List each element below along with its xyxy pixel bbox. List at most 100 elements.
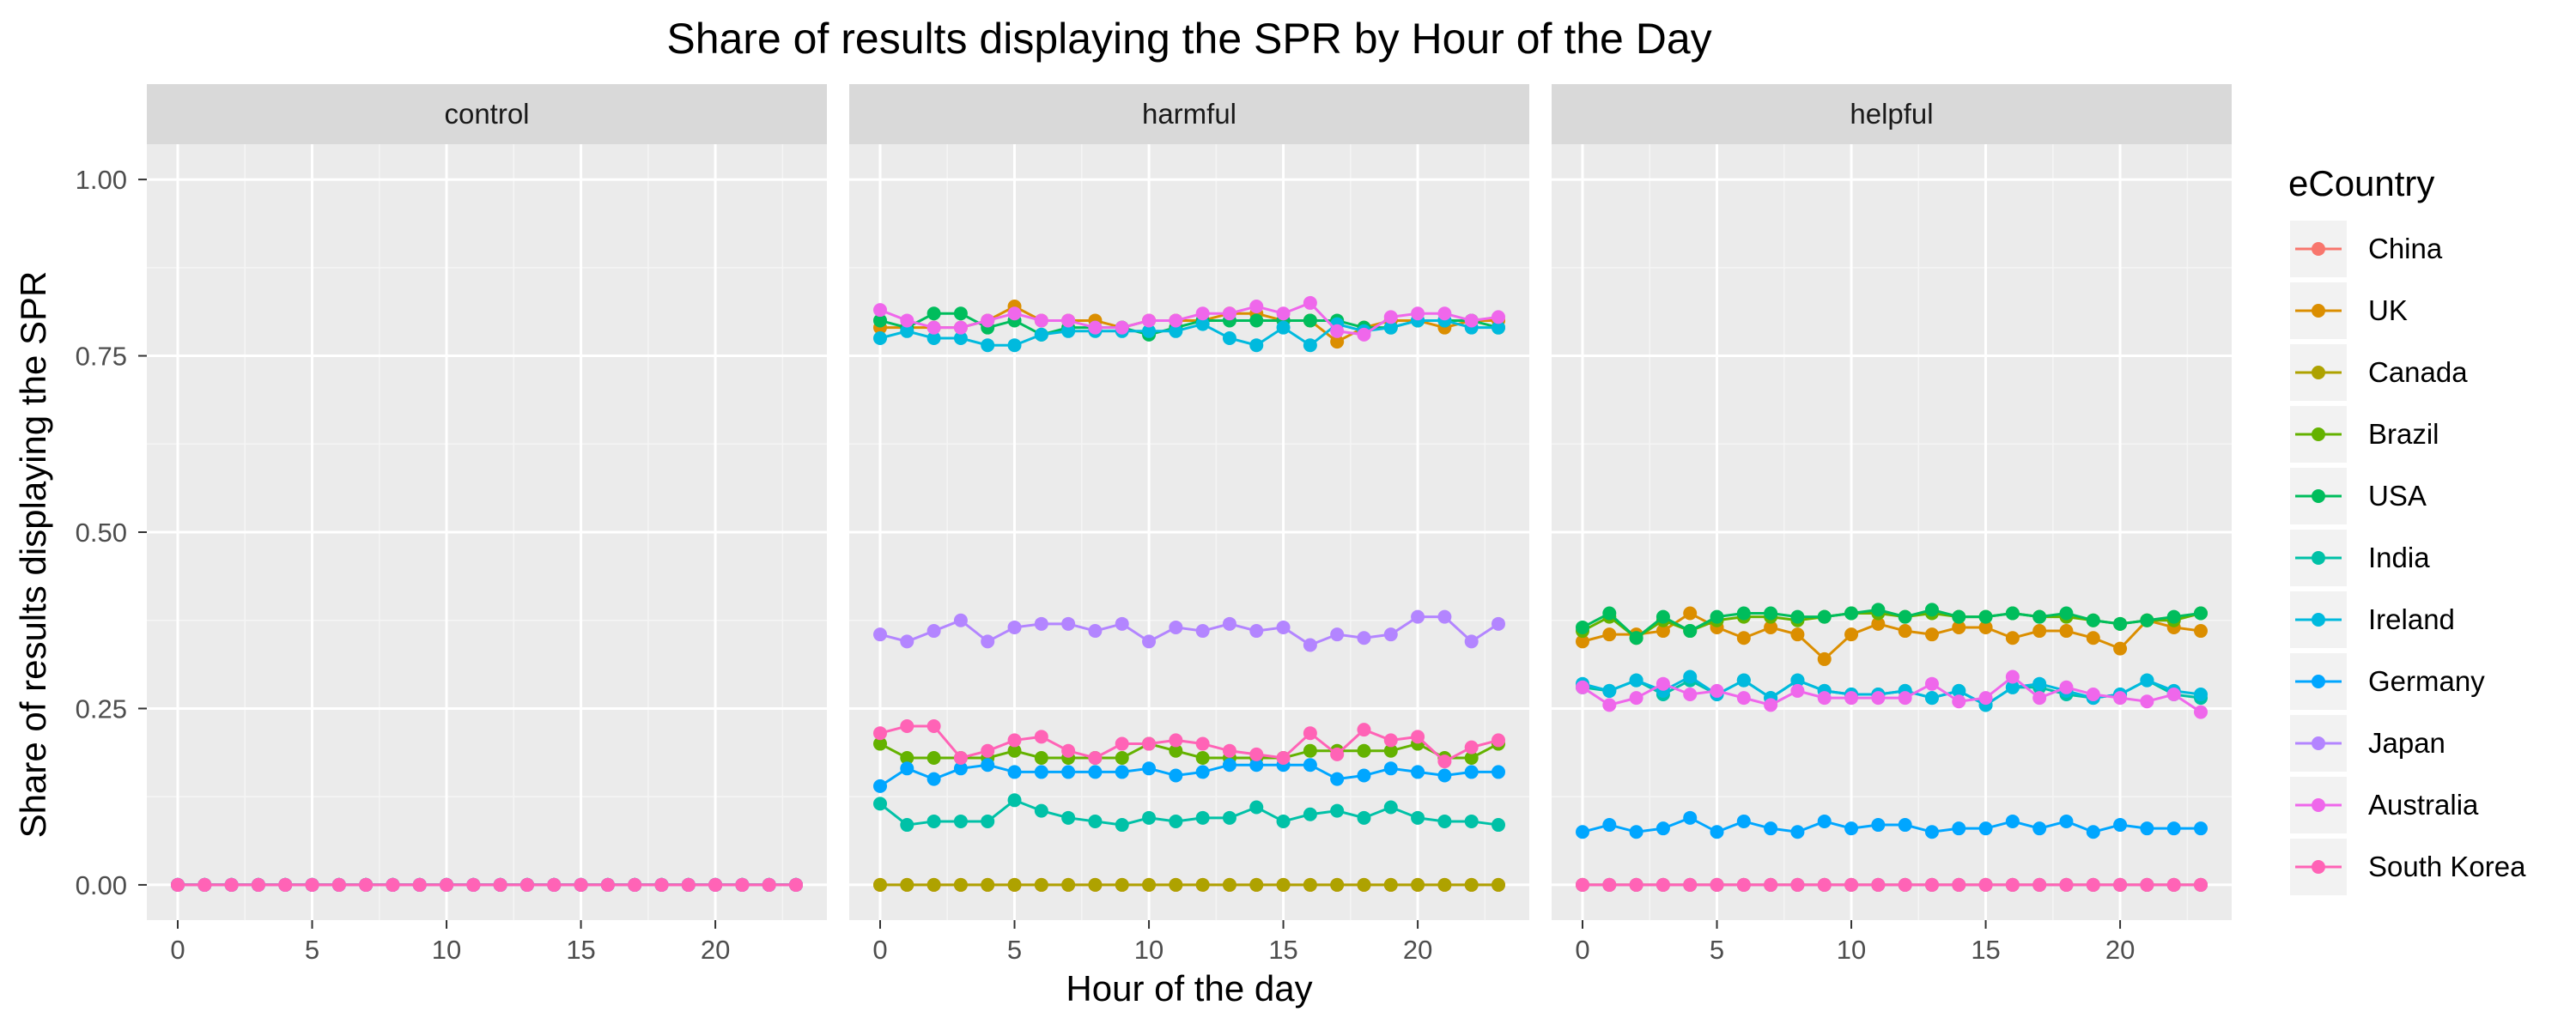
data-point [1357, 810, 1371, 825]
facet-strip-label: harmful [1142, 98, 1236, 130]
data-point [953, 320, 968, 335]
legend-key-point [2312, 860, 2325, 874]
data-point [1330, 324, 1345, 338]
data-point [1383, 800, 1398, 815]
data-point [981, 338, 995, 353]
data-point [1924, 603, 1939, 617]
x-tick-label: 20 [701, 935, 730, 965]
data-point [1383, 627, 1398, 642]
data-point [251, 877, 265, 892]
data-point [1383, 877, 1398, 892]
data-point [1464, 634, 1479, 649]
data-point [1142, 324, 1157, 338]
data-point [1576, 634, 1589, 649]
data-point [981, 877, 995, 892]
data-point [927, 750, 941, 765]
data-point [927, 331, 941, 345]
data-point [1303, 726, 1317, 741]
data-point [2113, 641, 2128, 656]
x-tick-label: 10 [1837, 935, 1866, 965]
data-point [1736, 814, 1751, 828]
data-point [1249, 800, 1264, 815]
data-point [1034, 877, 1048, 892]
data-point [1656, 821, 1670, 836]
data-point [873, 877, 887, 892]
data-point [1411, 765, 1425, 779]
data-point [1764, 821, 1778, 836]
data-point [1169, 743, 1183, 758]
data-point [1952, 620, 1966, 634]
data-point [1195, 765, 1210, 779]
data-point [1088, 624, 1103, 639]
data-point [1034, 730, 1048, 744]
data-point [1576, 825, 1589, 839]
data-point [1817, 609, 1832, 624]
series-germany [1576, 810, 2208, 839]
x-tick-label: 0 [872, 935, 887, 965]
data-point [2005, 670, 2020, 684]
data-point [2032, 624, 2047, 639]
data-point [1764, 620, 1778, 634]
legend-label: USA [2368, 480, 2427, 512]
data-point [2086, 613, 2100, 627]
data-point [1576, 680, 1589, 694]
data-point [981, 634, 995, 649]
data-point [1871, 603, 1886, 617]
data-point [1924, 825, 1939, 839]
legend-key-point [2312, 798, 2325, 812]
data-point [2113, 616, 2128, 631]
data-point [1871, 877, 1886, 892]
data-point [2086, 877, 2100, 892]
data-point [1007, 620, 1022, 634]
legend-item: Australia [2290, 777, 2479, 833]
x-axis-title: Hour of the day [1066, 968, 1312, 1009]
data-point [1844, 821, 1859, 836]
data-point [1330, 803, 1345, 818]
legend-label: Ireland [2368, 603, 2455, 635]
data-point [1195, 306, 1210, 321]
facet-panel-control: control 0 5 10 15 20 [147, 84, 827, 965]
data-point [1115, 765, 1129, 779]
data-point [900, 750, 914, 765]
data-point [953, 750, 968, 765]
data-point [1817, 651, 1832, 666]
data-point [2166, 688, 2181, 702]
data-point [1952, 609, 1966, 624]
data-point [1195, 810, 1210, 825]
data-point [1222, 810, 1236, 825]
data-point [1249, 338, 1264, 353]
data-point [1437, 754, 1452, 769]
data-point [1924, 627, 1939, 642]
data-point [2032, 676, 2047, 691]
data-point [927, 306, 941, 321]
data-point [2086, 825, 2100, 839]
data-point [1871, 616, 1886, 631]
data-point [1303, 877, 1317, 892]
data-point [927, 814, 941, 828]
data-point [1007, 743, 1022, 758]
data-point [1683, 877, 1698, 892]
legend-item: Ireland [2290, 591, 2455, 648]
data-point [1683, 624, 1698, 639]
data-point [1790, 609, 1805, 624]
data-point [1357, 877, 1371, 892]
data-point [927, 719, 941, 733]
data-point [873, 627, 887, 642]
data-point [1437, 814, 1452, 828]
data-point [1924, 676, 1939, 691]
data-point [981, 313, 995, 328]
data-point [1303, 338, 1317, 353]
data-point [1924, 877, 1939, 892]
data-point [873, 313, 887, 328]
data-point [1602, 877, 1617, 892]
data-point [1169, 814, 1183, 828]
legend-item: South Korea [2290, 839, 2526, 895]
data-point [1195, 750, 1210, 765]
data-point [900, 877, 914, 892]
data-point [789, 877, 803, 892]
data-point [1844, 877, 1859, 892]
data-point [1683, 810, 1698, 825]
legend-key-point [2312, 242, 2325, 256]
y-tick-label: 0.75 [76, 342, 127, 372]
